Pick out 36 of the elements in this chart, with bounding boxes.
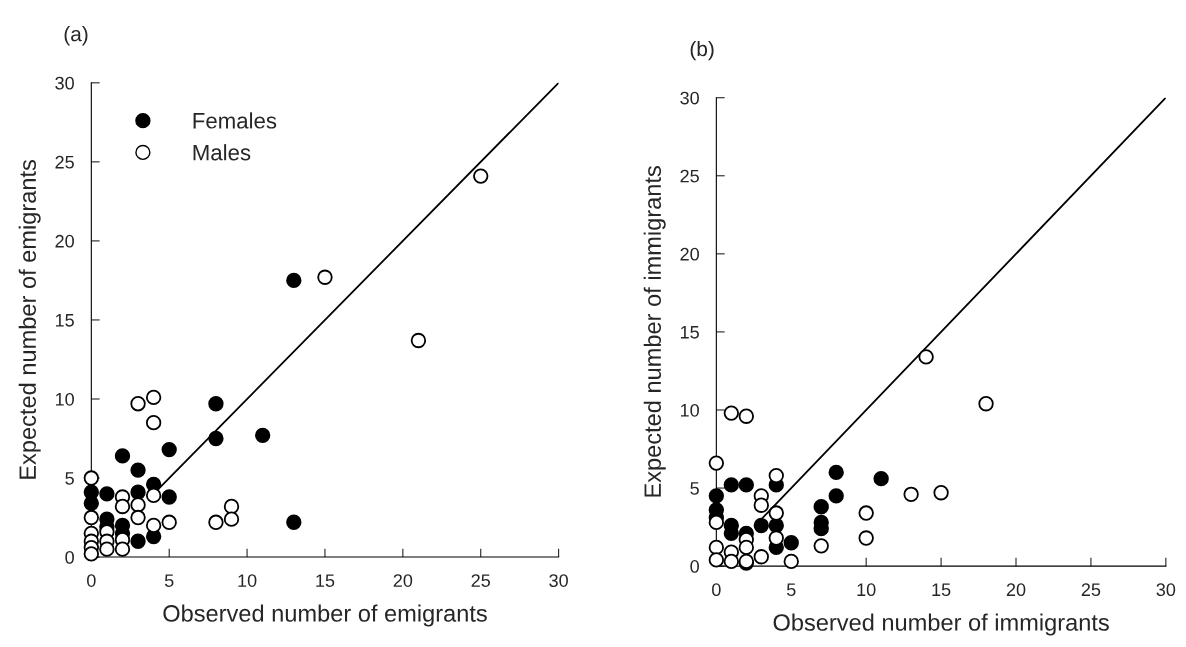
y-tick-label: 20 <box>55 234 74 248</box>
chart-title: (b) <box>690 40 714 61</box>
x-axis-title: Observed number of immigrants <box>773 613 1109 636</box>
x-tick-label: 25 <box>471 574 491 587</box>
y-tick-label: 15 <box>55 314 74 327</box>
y-tick-label: 5 <box>65 472 74 485</box>
y-tick-label: 30 <box>55 76 74 90</box>
x-tick-label: 25 <box>1081 583 1101 597</box>
x-tick-label: 20 <box>393 574 413 587</box>
y-axis-title: Expected number of emigrants <box>18 160 41 479</box>
y-tick-label: 10 <box>55 392 74 406</box>
legend-label: Females <box>193 112 277 129</box>
y-tick-label: 5 <box>690 482 699 495</box>
x-tick-label: 0 <box>87 574 96 587</box>
x-tick-label: 5 <box>164 574 174 587</box>
y-tick-label: 10 <box>680 403 699 417</box>
x-tick-label: 30 <box>1156 583 1176 597</box>
x-tick-label: 15 <box>316 574 335 587</box>
y-tick-label: 25 <box>55 155 74 169</box>
x-tick-label: 0 <box>712 583 721 597</box>
legend-label: Males <box>193 144 251 161</box>
y-tick-label: 25 <box>680 169 699 183</box>
x-tick-label: 15 <box>932 583 951 597</box>
x-tick-label: 20 <box>1006 583 1026 597</box>
x-tick-label: 5 <box>786 583 796 597</box>
x-tick-label: 10 <box>857 583 876 597</box>
chart-title: (a) <box>64 26 88 46</box>
x-axis-title: Observed number of emigrants <box>163 604 487 627</box>
y-tick-label: 15 <box>680 326 699 339</box>
y-tick-label: 20 <box>680 247 699 261</box>
x-tick-label: 30 <box>549 574 568 587</box>
y-axis-title: Expected number of immigrants <box>643 166 666 497</box>
y-tick-label: 30 <box>680 91 699 105</box>
y-tick-label: 0 <box>65 551 74 564</box>
x-tick-label: 10 <box>238 574 257 587</box>
y-tick-label: 0 <box>690 560 699 573</box>
